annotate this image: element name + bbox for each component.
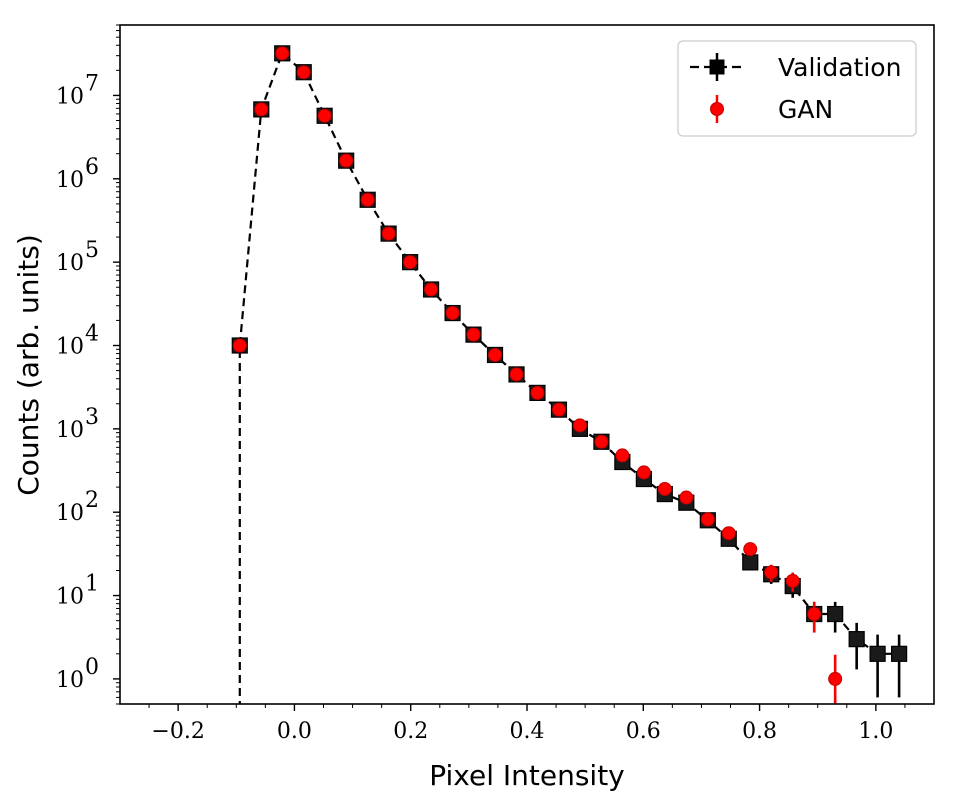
y-tick-exponent: 4 bbox=[85, 321, 99, 346]
marker-validation bbox=[827, 605, 844, 623]
marker-validation bbox=[869, 645, 886, 662]
series-line-validation bbox=[238, 51, 900, 704]
legend-entry-validation: Validation bbox=[690, 53, 901, 82]
y-tick-label: 10 bbox=[56, 668, 84, 693]
x-tick-label: 1.0 bbox=[858, 719, 893, 744]
x-tick-label: 0.4 bbox=[510, 719, 545, 744]
marker-gan bbox=[488, 347, 503, 362]
marker-gan bbox=[572, 418, 587, 433]
marker-gan bbox=[339, 153, 354, 168]
y-tick-label: 10 bbox=[56, 418, 84, 443]
y-tick-label: 10 bbox=[56, 84, 84, 109]
marker-gan bbox=[785, 573, 800, 588]
marker-gan bbox=[764, 565, 779, 580]
x-tick-label: 0.8 bbox=[742, 719, 777, 744]
y-tick-exponent: 2 bbox=[85, 488, 99, 513]
marker-gan bbox=[679, 490, 694, 505]
marker-gan bbox=[381, 226, 396, 241]
marker-gan bbox=[530, 385, 545, 400]
legend-validation-marker bbox=[709, 59, 725, 75]
marker-gan bbox=[721, 526, 736, 541]
marker-gan bbox=[615, 448, 630, 463]
data-marks bbox=[231, 45, 908, 704]
y-tick-label: 10 bbox=[56, 585, 84, 610]
legend-gan-marker bbox=[710, 102, 724, 116]
y-tick-label: 10 bbox=[56, 501, 84, 526]
legend-label-validation: Validation bbox=[778, 53, 901, 82]
legend: Validation GAN bbox=[677, 40, 917, 137]
x-tick-label: 0.6 bbox=[626, 719, 661, 744]
legend-frame bbox=[677, 40, 917, 137]
marker-gan bbox=[807, 607, 822, 622]
marker-gan bbox=[403, 255, 418, 270]
marker-validation bbox=[742, 554, 759, 571]
marker-gan bbox=[743, 542, 758, 557]
y-tick-exponent: 5 bbox=[85, 238, 99, 263]
marker-gan bbox=[424, 282, 439, 297]
marker-gan bbox=[509, 367, 524, 382]
marker-gan bbox=[360, 192, 375, 207]
marker-gan bbox=[594, 434, 609, 449]
marker-gan bbox=[275, 46, 290, 61]
marker-gan bbox=[254, 102, 269, 117]
marker-gan bbox=[445, 306, 460, 321]
marker-gan bbox=[317, 108, 332, 123]
marker-gan bbox=[551, 402, 566, 417]
marker-gan bbox=[232, 338, 247, 353]
y-tick-label: 10 bbox=[56, 168, 84, 193]
x-axis-title: Pixel Intensity bbox=[429, 759, 625, 792]
x-tick-label: 0.0 bbox=[277, 719, 312, 744]
marker-validation bbox=[848, 631, 865, 648]
legend-label-gan: GAN bbox=[778, 95, 833, 124]
y-tick-label: 10 bbox=[56, 251, 84, 276]
y-tick-exponent: 1 bbox=[85, 572, 99, 597]
y-tick-exponent: 6 bbox=[85, 155, 99, 180]
x-tick-label: 0.2 bbox=[393, 719, 428, 744]
marker-gan bbox=[636, 465, 651, 480]
y-tick-exponent: 0 bbox=[85, 655, 99, 680]
legend-entry-gan: GAN bbox=[710, 95, 833, 124]
marker-gan bbox=[296, 65, 311, 80]
y-axis-title: Counts (arb. units) bbox=[12, 234, 45, 496]
y-tick-label: 10 bbox=[56, 334, 84, 359]
y-tick-exponent: 7 bbox=[85, 71, 99, 96]
marker-gan bbox=[828, 671, 843, 686]
marker-gan bbox=[657, 481, 672, 496]
marker-gan bbox=[466, 327, 481, 342]
axes: −0.2 0.0 0.2 0.4 0.6 0.8 1.0100101102103104105… bbox=[56, 24, 935, 744]
marker-gan bbox=[700, 512, 715, 527]
y-tick-exponent: 3 bbox=[85, 405, 99, 430]
x-tick-label: −0.2 bbox=[151, 719, 204, 744]
marker-validation bbox=[891, 645, 908, 662]
